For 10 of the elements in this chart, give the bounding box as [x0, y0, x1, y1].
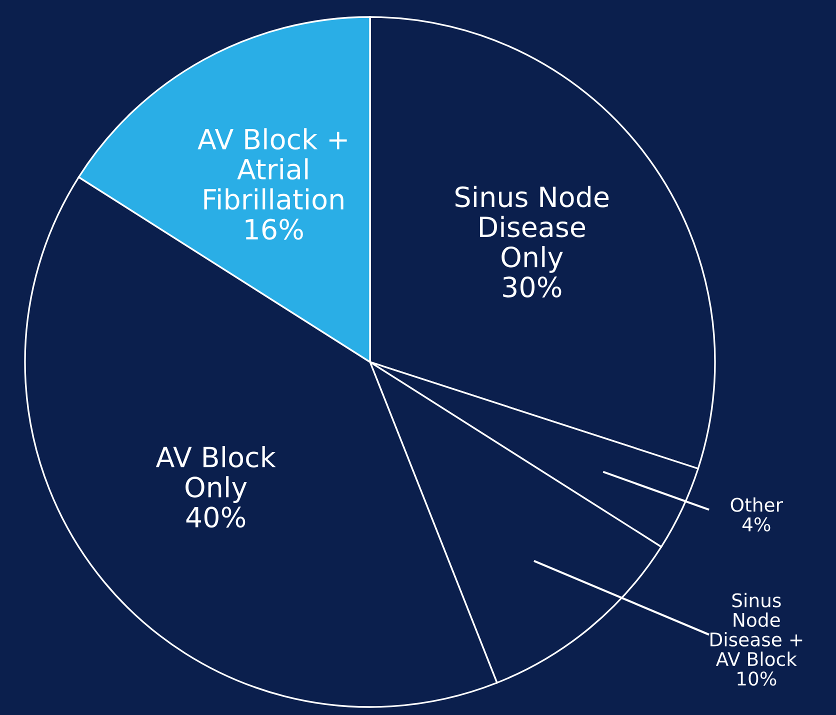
data-label: 16%: [246, 218, 303, 240]
data-label: 30%: [503, 276, 562, 298]
slice-label: AV Block Only: [156, 446, 276, 503]
slice-label: Sinus Node Disease Only: [456, 186, 609, 273]
slice-label: Other: [730, 497, 784, 512]
slice-label: Sinus Node Disease + AV Block: [710, 592, 802, 666]
data-label: 10%: [738, 672, 776, 686]
data-label: 4%: [742, 517, 770, 532]
slice-label: AV Block + Atrial Fibrillation: [198, 128, 347, 210]
data-label: 40%: [186, 506, 246, 528]
